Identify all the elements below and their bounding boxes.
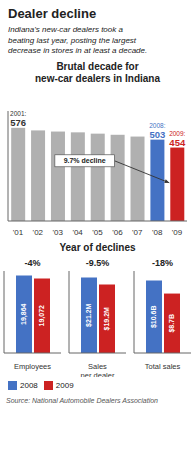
svg-text:Employees: Employees <box>14 362 51 371</box>
svg-text:'09: '09 <box>172 227 183 236</box>
svg-text:$10.6B: $10.6B <box>151 305 159 328</box>
svg-text:'01: '01 <box>13 227 24 236</box>
html-text:Dealer decline: Dealer decline <box>8 6 97 21</box>
svg-text:'06: '06 <box>112 227 123 236</box>
html-text:Source: National Automobile De: Source: National Automobile Dealers Asso… <box>6 396 158 404</box>
svg-text:$19.2M: $19.2M <box>104 306 112 330</box>
svg-text:'03: '03 <box>53 227 64 236</box>
svg-text:'02: '02 <box>33 227 44 236</box>
html-text:Year of declines: Year of declines <box>59 241 136 253</box>
svg-text:'04: '04 <box>72 227 83 236</box>
svg-text:576: 576 <box>10 116 26 127</box>
svg-text:'07: '07 <box>132 227 143 236</box>
svg-text:2009:: 2009: <box>169 129 185 136</box>
svg-text:503: 503 <box>149 128 165 139</box>
svg-text:'05: '05 <box>92 227 103 236</box>
html-text:-4%: -4% <box>24 257 41 268</box>
html-text:2008: 2008 <box>20 380 38 390</box>
svg-text:2008:: 2008: <box>149 121 165 128</box>
svg-text:454: 454 <box>169 136 186 147</box>
html-text:-18%: -18% <box>152 257 173 268</box>
svg-text:19,864: 19,864 <box>21 303 29 325</box>
svg-text:'08: '08 <box>152 227 163 236</box>
html-text:2009: 2009 <box>55 380 74 390</box>
svg-text:Salesper dealer: Salesper dealer <box>81 362 115 377</box>
svg-text:9.7% decline: 9.7% decline <box>64 157 106 164</box>
html-text:Indiana's new-car dealers took: Indiana's new-car dealers took a beating… <box>8 25 148 55</box>
html-text:-9.5%: -9.5% <box>85 257 110 268</box>
svg-text:Total sales: Total sales <box>145 362 181 371</box>
svg-text:19,072: 19,072 <box>39 304 47 326</box>
html-text:Brutal decade for new-car deal: Brutal decade for new-car dealers in Ind… <box>35 60 160 84</box>
svg-text:$21.2M: $21.2M <box>86 303 94 327</box>
svg-text:$8.7B: $8.7B <box>169 313 177 332</box>
